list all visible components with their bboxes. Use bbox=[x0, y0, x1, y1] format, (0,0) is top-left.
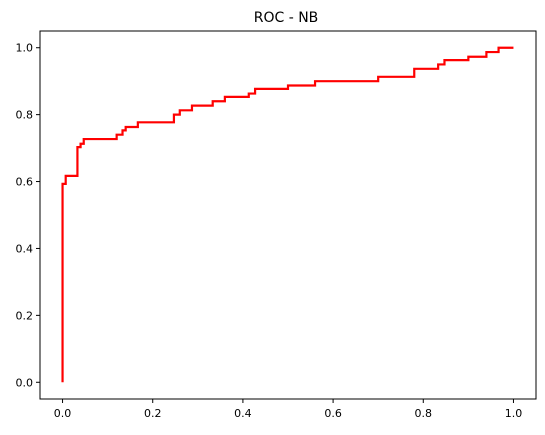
y-tick-label: 0.0 bbox=[16, 376, 34, 389]
y-axis: 0.0 0.2 0.4 0.6 0.8 1.0 bbox=[16, 42, 40, 389]
y-tick-label: 0.2 bbox=[16, 309, 34, 322]
roc-curve-line bbox=[61, 46, 514, 383]
x-tick-label: 0.4 bbox=[234, 407, 252, 420]
y-tick-label: 0.6 bbox=[16, 176, 34, 189]
x-tick-label: 0.8 bbox=[415, 407, 433, 420]
x-tick-label: 0.2 bbox=[144, 407, 162, 420]
x-tick-label: 0.0 bbox=[54, 407, 72, 420]
x-tick-label: 1.0 bbox=[505, 407, 523, 420]
x-tick-label: 0.6 bbox=[324, 407, 342, 420]
x-axis: 0.0 0.2 0.4 0.6 0.8 1.0 bbox=[54, 399, 522, 420]
y-tick-label: 0.8 bbox=[16, 109, 34, 122]
y-tick-label: 0.4 bbox=[16, 242, 34, 255]
y-tick-label: 1.0 bbox=[16, 42, 34, 55]
chart-title: ROC - NB bbox=[254, 10, 319, 26]
plot-area-frame bbox=[39, 30, 537, 400]
series-layer bbox=[61, 46, 514, 383]
